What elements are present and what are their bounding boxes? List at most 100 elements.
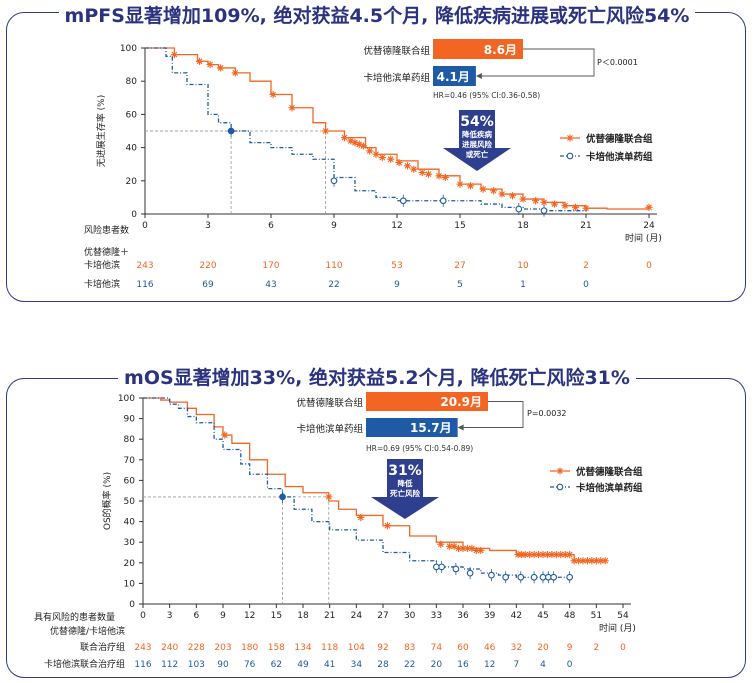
os-x-tick-label: 24: [351, 611, 363, 621]
os-y-tick-label: 100: [118, 394, 135, 404]
pfs-legend-marker-1: [566, 152, 574, 160]
os-x-tick-label: 36: [457, 611, 469, 621]
pfs-censor-star: [231, 69, 239, 77]
os-risk-count: 41: [324, 660, 335, 670]
os-x-tick-label: 45: [537, 611, 548, 621]
pfs-censor-star: [355, 140, 363, 148]
pfs-bar-value-1: 4.1月: [437, 70, 470, 84]
pfs-risk-count: 10: [517, 261, 529, 271]
pfs-y-tick-label: 0: [131, 210, 137, 220]
os-y-tick-label: 90: [124, 415, 136, 425]
os-censor-star: [437, 540, 445, 548]
os-hazard-ratio: HR=0.69 (95% CI:0.54-0.89): [366, 444, 473, 453]
os-censor-star: [477, 546, 485, 555]
os-censor-circle: [432, 563, 440, 571]
os-p-bracket: [463, 401, 524, 428]
os-risk-arrow: [371, 459, 439, 519]
pfs-risk-count: 22: [328, 280, 339, 290]
os-censor-star: [570, 557, 578, 565]
os-risk-count: 240: [161, 643, 178, 653]
os-censor-star: [450, 542, 458, 550]
pfs-pvalue: P＜0.0001: [597, 58, 638, 67]
pfs-censor-star: [561, 202, 569, 210]
pfs-x-tick-label: 9: [331, 221, 337, 231]
os-x-tick-label: 12: [244, 611, 255, 621]
os-risk-count: 116: [134, 660, 151, 670]
pfs-censor-star: [498, 190, 506, 198]
os-censor-star: [454, 544, 463, 552]
os-risk-count: 22: [404, 660, 415, 670]
os-censor-star: [574, 557, 583, 565]
os-risk-count: 203: [214, 643, 231, 653]
os-censor-star: [383, 522, 392, 530]
os-y-tick-label: 40: [124, 518, 136, 528]
pfs-censor-star: [196, 57, 204, 65]
os-risk-count: 158: [268, 643, 285, 653]
pfs-censor-circle: [515, 205, 523, 213]
os-risk-count: 83: [404, 643, 415, 653]
os-censor-star: [325, 493, 333, 501]
os-x-tick-label: 39: [484, 611, 496, 621]
pfs-censor-star: [532, 197, 540, 205]
os-risk-count: 60: [457, 643, 469, 653]
pfs-risk-title: 风险患者数: [84, 224, 129, 236]
os-x-tick-label: 3: [167, 611, 173, 621]
pfs-p-bracket-arrow: [475, 73, 482, 79]
os-risk-count: 4: [540, 660, 546, 670]
pfs-x-axis-label: 时间 (月): [625, 232, 662, 244]
pfs-risk-count: 5: [457, 280, 463, 290]
pfs-risk-count: 220: [199, 261, 216, 271]
pfs-x-tick-label: 15: [454, 221, 465, 231]
pfs-x-tick-label: 3: [205, 221, 211, 231]
os-median-bar-1: [366, 418, 458, 437]
os-censor-circle: [438, 563, 446, 571]
pfs-censor-star: [435, 172, 443, 180]
pfs-y-tick-label: 100: [120, 44, 137, 54]
pfs-censor-star: [582, 204, 590, 212]
pfs-risk-count: 0: [646, 261, 652, 271]
os-censor-circle: [488, 571, 495, 579]
pfs-legend-label-1: 卡培他滨单药组: [586, 151, 653, 163]
pfs-title-text: mPFS显著增加109%, 绝对获益4.5个月, 降低疾病进展或死亡风险54%: [58, 5, 696, 27]
os-x-axis-label: 时间 (月): [599, 622, 636, 634]
os-risk-count: 46: [484, 643, 496, 653]
os-x-tick-label: 51: [591, 611, 602, 621]
pfs-p-bracket: [481, 48, 595, 77]
pfs-risk-count: 110: [325, 261, 342, 271]
os-risk-count: 12: [484, 660, 495, 670]
pfs-risk-count: 243: [136, 261, 153, 271]
pfs-censor-star: [479, 185, 487, 193]
pfs-series-line-1: [145, 47, 587, 212]
pfs-risk-arrow: [443, 110, 511, 171]
os-x-tick-label: 15: [271, 611, 282, 621]
pfs-median-point: [228, 128, 234, 134]
pfs-risk-count: 27: [454, 261, 465, 271]
os-y-tick-label: 60: [124, 476, 136, 486]
pfs-censor-star: [571, 203, 580, 211]
os-risk-count: 112: [161, 660, 178, 670]
os-censor-circle: [566, 573, 574, 581]
os-risk-count: 92: [377, 643, 388, 653]
pfs-censor-star: [540, 198, 548, 206]
os-censor-star: [472, 546, 480, 555]
pfs-censor-star: [170, 51, 178, 59]
os-risk-pct: 31%: [388, 463, 422, 479]
pfs-censor-star: [645, 203, 653, 211]
os-y-tick-label: 0: [129, 600, 135, 610]
pfs-censor-circle: [330, 177, 338, 185]
os-title-text: mOS显著增加33%, 绝对获益5.2个月, 降低死亡风险31%: [118, 367, 636, 389]
os-censor-star: [561, 550, 569, 559]
pfs-censor-star: [466, 182, 475, 190]
pfs-censor-star: [410, 165, 418, 173]
os-risk-count: 180: [241, 643, 258, 653]
pfs-bar-label-1: 卡培他滨单药组: [363, 72, 430, 84]
os-censor-circle: [452, 565, 460, 573]
os-y-tick-label: 20: [124, 559, 136, 569]
os-censor-star: [543, 550, 552, 559]
os-x-tick-label: 27: [377, 611, 388, 621]
os-x-tick-label: 54: [617, 611, 629, 621]
os-risk-row-label: 卡培他滨联合治疗组: [44, 658, 125, 670]
os-bar-label-0: 优替德隆联合组: [296, 397, 363, 409]
pfs-censor-star: [490, 187, 498, 195]
